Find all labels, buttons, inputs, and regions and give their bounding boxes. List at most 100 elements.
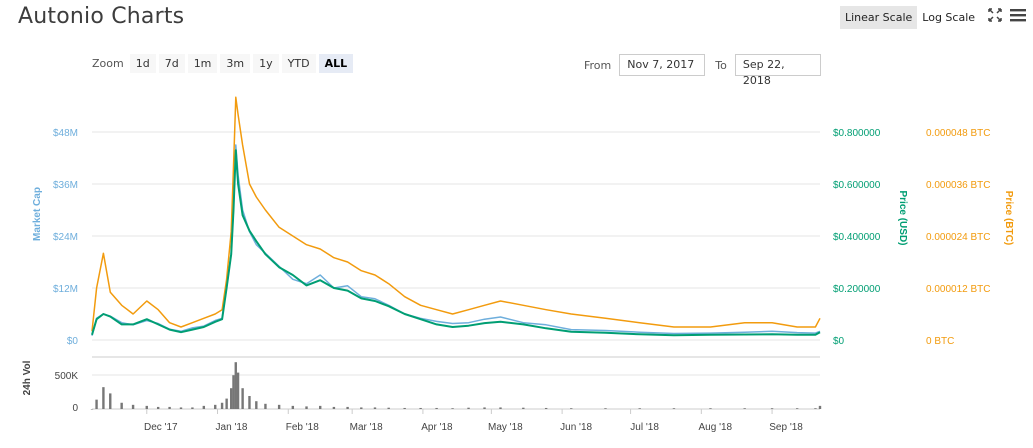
x-tick-label: Mar '18 [350, 422, 383, 433]
volume-bar [202, 405, 206, 409]
chart-title: Autonio Charts [18, 4, 185, 29]
volume-bar [570, 408, 573, 409]
volume-bar [522, 407, 525, 409]
volume-bar [264, 403, 267, 409]
volume-bar [225, 398, 228, 409]
volume-bar [319, 405, 322, 409]
volume-bar [90, 409, 94, 410]
from-date-input[interactable]: Nov 7, 2017 [619, 54, 706, 76]
volume-bar [346, 406, 349, 409]
volume-bar [305, 406, 308, 409]
market-cap-tick-label: $24M [53, 232, 78, 243]
market-cap-tick-label: $0 [67, 336, 79, 347]
volume-bar [120, 402, 123, 409]
volume-bar [168, 406, 171, 409]
volume-bar [672, 408, 676, 409]
volume-bar [483, 407, 486, 409]
volume-bar [709, 408, 712, 409]
x-tick-label: Aug '18 [699, 422, 733, 433]
zoom-ytd-button[interactable]: YTD [281, 54, 316, 73]
volume-bar [770, 408, 774, 409]
log-scale-button[interactable]: Log Scale [922, 11, 976, 24]
volume-bar [403, 407, 406, 409]
volume-bar [179, 407, 183, 409]
volume-bar [277, 404, 281, 409]
price-btc-tick-label: 0.000012 BTC [926, 284, 991, 295]
zoom-1d-button[interactable]: 1d [129, 54, 156, 73]
volume-bar [332, 406, 336, 409]
x-tick-label: Dec '17 [144, 422, 178, 433]
price-btc-tick-label: 0.000036 BTC [926, 180, 991, 191]
volume-bar [435, 407, 438, 409]
x-tick-label: Sep '18 [769, 422, 803, 433]
volume-bar [236, 372, 240, 409]
from-label: From [584, 58, 612, 72]
volume-bar [743, 408, 746, 409]
x-tick-label: Feb '18 [286, 422, 319, 433]
volume-bar [234, 362, 237, 409]
x-tick-label: Jul '18 [630, 422, 659, 433]
volume-bar [255, 401, 258, 409]
volume-bar [145, 405, 148, 409]
price-usd-tick-label: $0.800000 [833, 128, 881, 139]
volume-axis-title: 24h Vol [22, 360, 33, 395]
volume-bar [232, 375, 235, 409]
zoom-all-button[interactable]: ALL [318, 54, 354, 73]
zoom-label: Zoom [92, 57, 124, 70]
volume-bar [467, 407, 470, 409]
market-cap-line[interactable] [91, 144, 821, 336]
linear-scale-button[interactable]: Linear Scale [840, 6, 918, 29]
x-tick-label: Apr '18 [421, 422, 453, 433]
price-btc-line[interactable] [91, 96, 821, 332]
volume-bar [638, 408, 641, 409]
volume-bar [156, 406, 160, 409]
price-btc-tick-label: 0 BTC [926, 336, 954, 347]
fullscreen-icon[interactable] [988, 8, 1002, 27]
scale-toggle-group: Linear Scale Log Scale [840, 6, 1027, 29]
price-usd-tick-label: $0.600000 [833, 180, 881, 191]
market-cap-axis-title: Market Cap [32, 187, 43, 241]
x-tick-label: May '18 [488, 422, 523, 433]
price-usd-tick-label: $0 [833, 336, 845, 347]
volume-bar [220, 402, 224, 409]
zoom-1y-button[interactable]: 1y [253, 54, 279, 73]
volume-tick-label: 0 [72, 403, 78, 414]
price-usd-tick-label: $0.400000 [833, 232, 881, 243]
volume-bar [387, 407, 390, 409]
zoom-selector: Zoom 1d 7d 1m 3m 1y YTD ALL [92, 54, 356, 73]
price-usd-tick-label: $0.200000 [833, 284, 881, 295]
volume-bar [241, 388, 244, 409]
menu-icon[interactable] [1010, 8, 1027, 27]
market-cap-tick-label: $36M [53, 180, 78, 191]
to-label: To [715, 58, 727, 72]
price-btc-axis-title: Price (BTC) [1003, 191, 1014, 245]
volume-bar [604, 408, 607, 409]
volume-bar [795, 408, 799, 409]
zoom-3m-button[interactable]: 3m [220, 54, 251, 73]
x-tick-label: Jan '18 [216, 422, 248, 433]
x-tick-label: Jun '18 [560, 422, 592, 433]
volume-bar [291, 405, 295, 409]
volume-bar [814, 408, 817, 409]
volume-bar [95, 399, 98, 409]
volume-bar [230, 388, 233, 409]
volume-tick-label: 500K [55, 371, 79, 382]
volume-bar [451, 408, 454, 409]
volume-bar [248, 396, 251, 409]
to-date-input[interactable]: Sep 22, 2018 [734, 54, 821, 87]
date-range-selector: From Nov 7, 2017 To Sep 22, 2018 [584, 54, 831, 87]
volume-bar [131, 404, 135, 409]
volume-bar [499, 407, 502, 409]
volume-bar [818, 405, 822, 409]
market-cap-tick-label: $48M [53, 128, 78, 139]
volume-bar [102, 387, 105, 409]
zoom-7d-button[interactable]: 7d [158, 54, 185, 73]
volume-bar [373, 407, 377, 409]
price-btc-tick-label: 0.000024 BTC [926, 232, 991, 243]
volume-bar [214, 404, 217, 409]
volume-bar [109, 393, 112, 409]
volume-bar [544, 407, 548, 409]
price-usd-line[interactable] [91, 149, 821, 337]
zoom-1m-button[interactable]: 1m [187, 54, 218, 73]
